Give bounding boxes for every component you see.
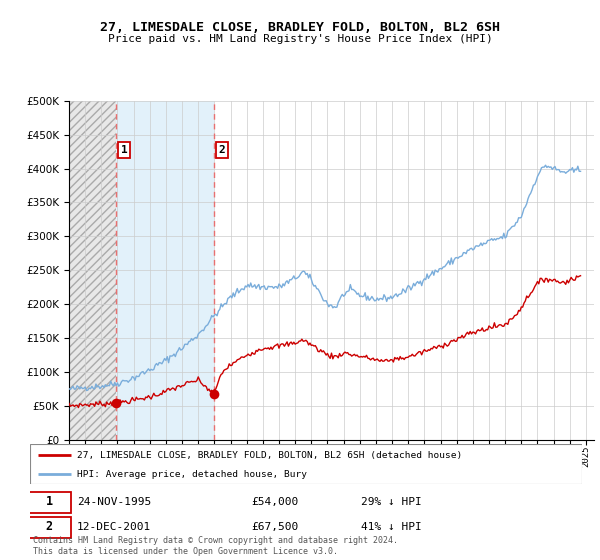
Text: 2: 2	[218, 145, 225, 155]
Bar	[214, 101, 594, 440]
Text: £67,500: £67,500	[251, 522, 298, 531]
Text: 27, LIMESDALE CLOSE, BRADLEY FOLD, BOLTON, BL2 6SH: 27, LIMESDALE CLOSE, BRADLEY FOLD, BOLTO…	[100, 21, 500, 34]
Text: 24-NOV-1995: 24-NOV-1995	[77, 497, 151, 507]
Text: £54,000: £54,000	[251, 497, 298, 507]
Text: 2: 2	[46, 520, 53, 533]
Text: 12-DEC-2001: 12-DEC-2001	[77, 522, 151, 531]
Text: 41% ↓ HPI: 41% ↓ HPI	[361, 522, 422, 531]
Bar	[116, 101, 214, 440]
Text: HPI: Average price, detached house, Bury: HPI: Average price, detached house, Bury	[77, 470, 307, 479]
Bar	[69, 101, 116, 440]
FancyBboxPatch shape	[27, 492, 71, 513]
Text: 1: 1	[46, 495, 53, 508]
FancyBboxPatch shape	[30, 444, 582, 484]
Text: 29% ↓ HPI: 29% ↓ HPI	[361, 497, 422, 507]
Text: 27, LIMESDALE CLOSE, BRADLEY FOLD, BOLTON, BL2 6SH (detached house): 27, LIMESDALE CLOSE, BRADLEY FOLD, BOLTO…	[77, 451, 462, 460]
Text: 1: 1	[121, 145, 127, 155]
FancyBboxPatch shape	[27, 517, 71, 538]
Text: Contains HM Land Registry data © Crown copyright and database right 2024.
This d: Contains HM Land Registry data © Crown c…	[33, 536, 398, 556]
Text: Price paid vs. HM Land Registry's House Price Index (HPI): Price paid vs. HM Land Registry's House …	[107, 34, 493, 44]
